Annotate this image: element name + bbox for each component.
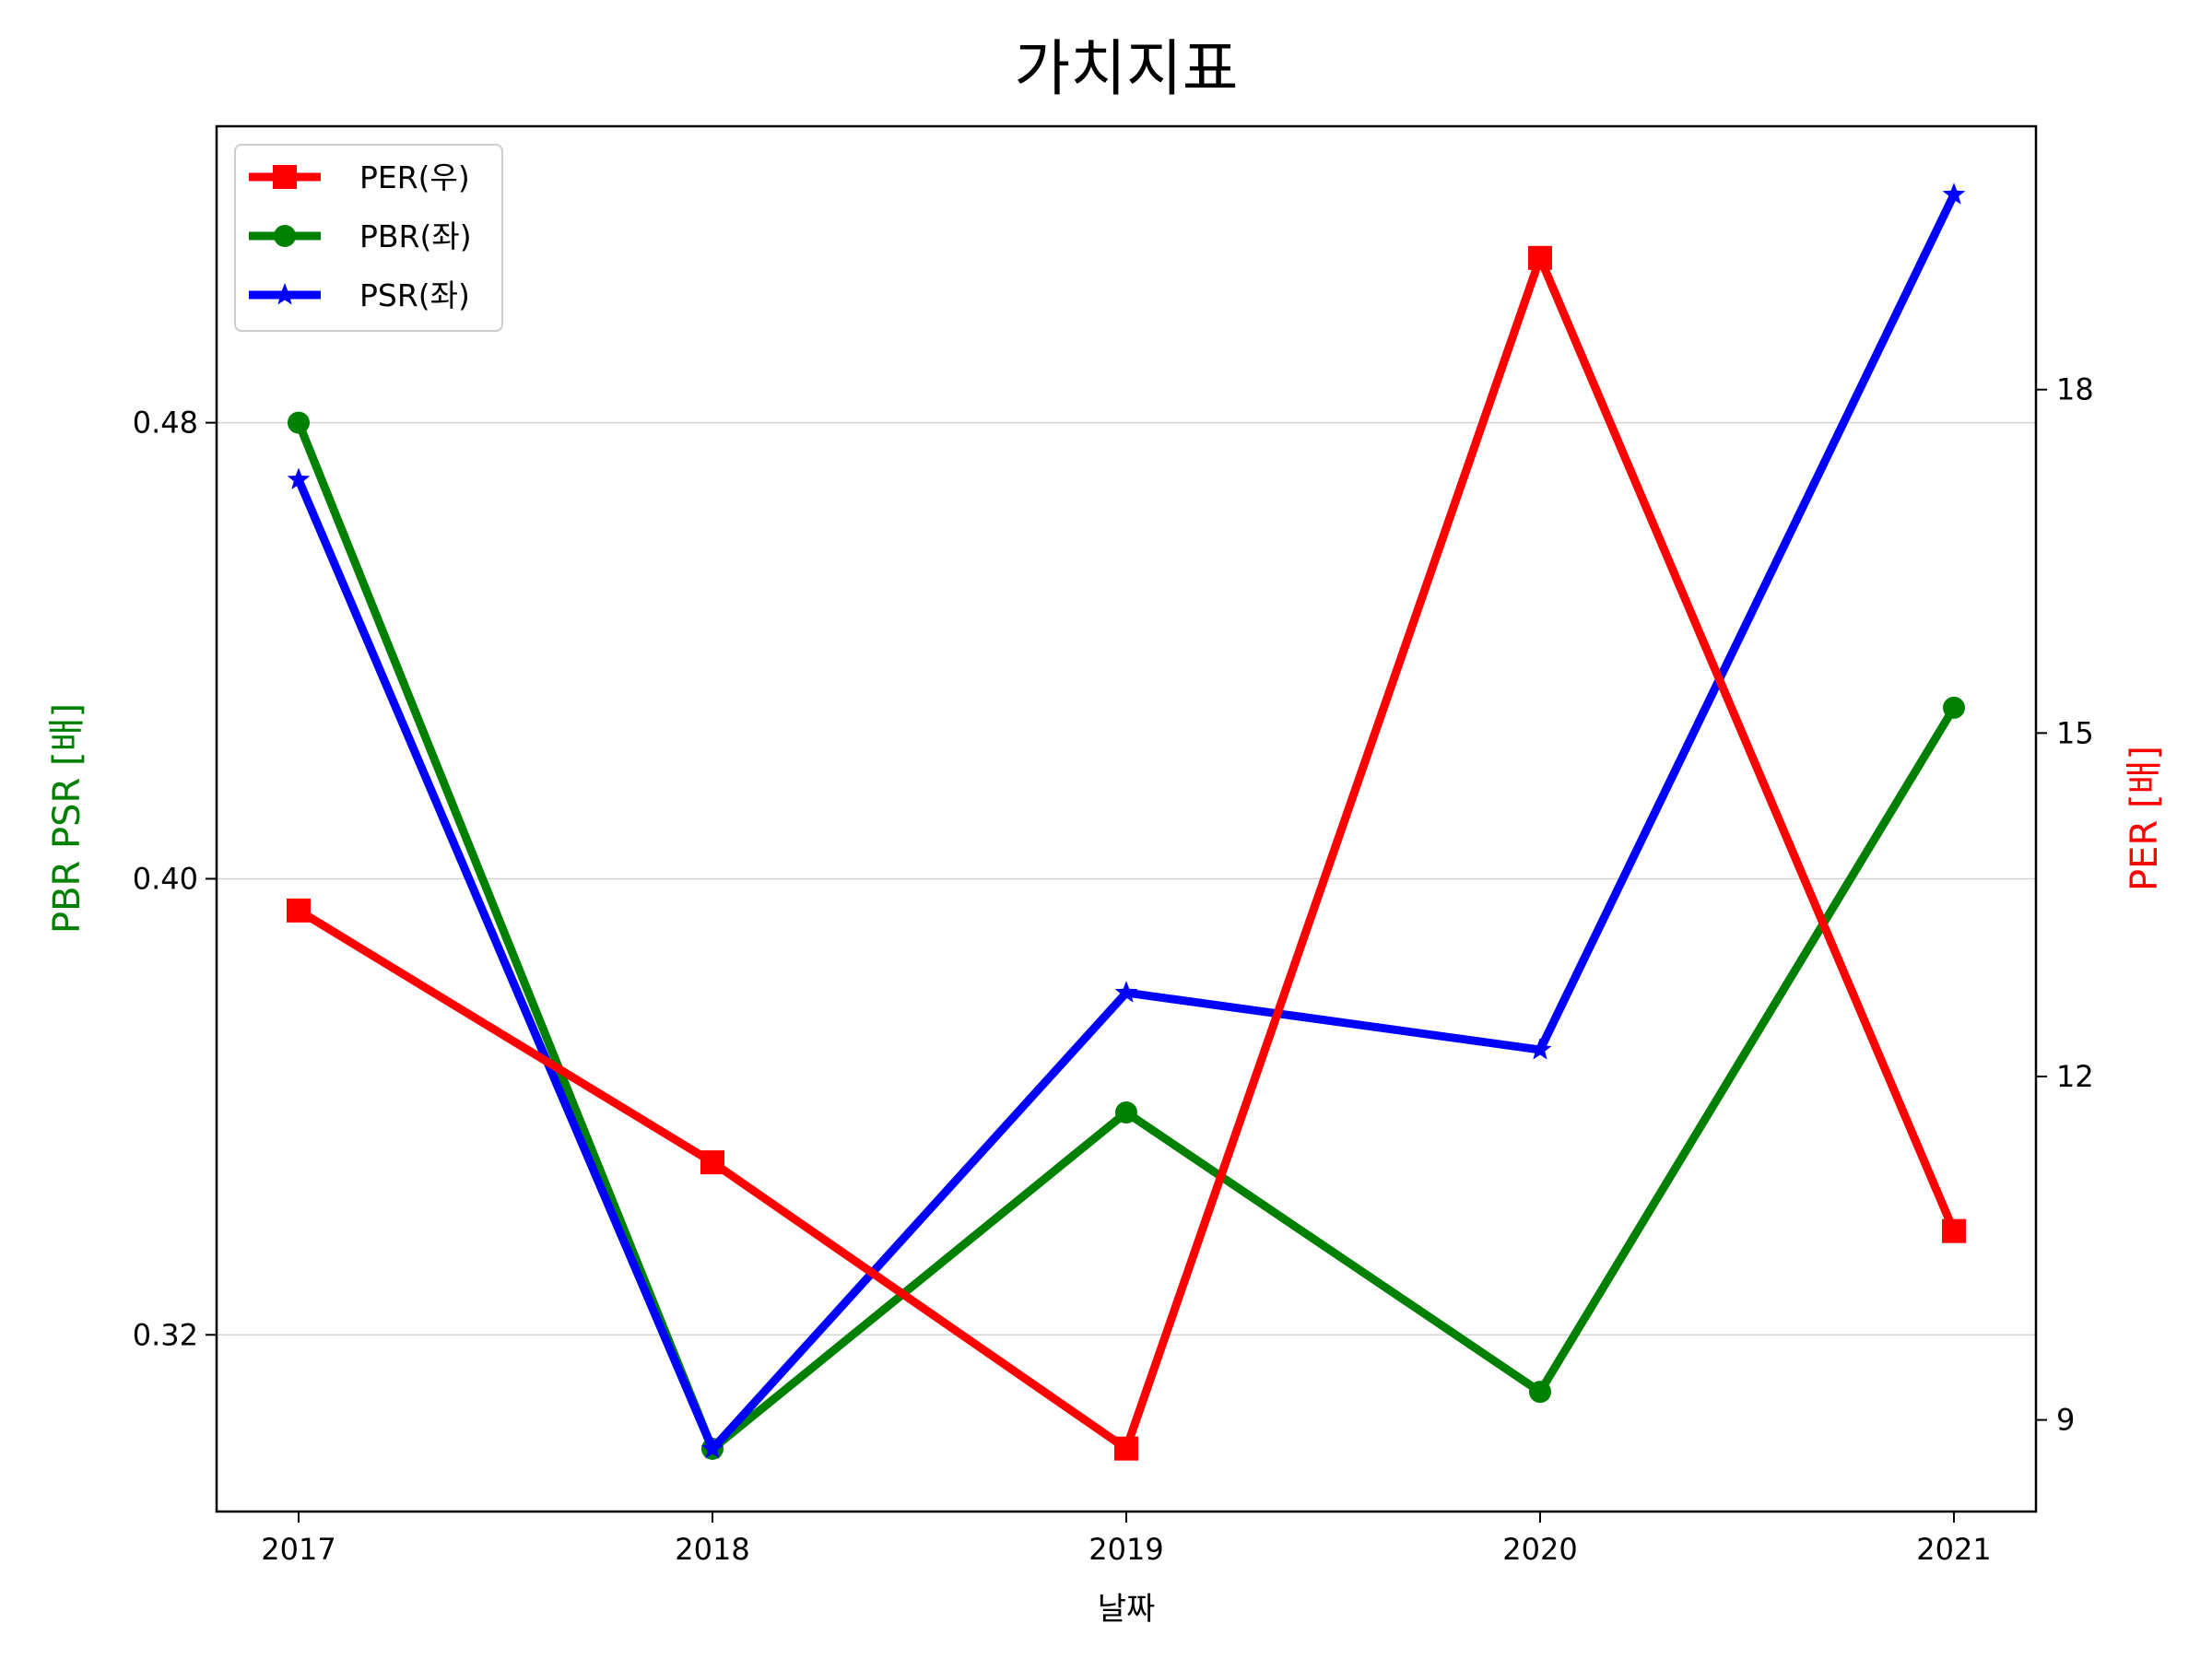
plot-series: [287, 182, 1966, 1461]
legend-marker-pbr: [274, 225, 296, 247]
data-point-pbr: [1115, 1101, 1137, 1124]
y-axis-right-label: PER [배]: [2124, 746, 2166, 891]
data-point-psr: [1114, 981, 1138, 1003]
y-right-tick-label: 9: [2056, 1403, 2075, 1438]
data-point-psr: [700, 1436, 724, 1459]
legend-label-psr: PSR(좌): [359, 277, 470, 313]
legend-label-per: PER(우): [359, 159, 470, 195]
data-point-psr: [1942, 182, 1966, 205]
x-tick-label: 2021: [1916, 1532, 1991, 1567]
data-point-per: [700, 1150, 724, 1175]
x-tick-label: 2018: [675, 1532, 749, 1567]
legend-label-pbr: PBR(좌): [359, 218, 472, 254]
data-point-psr: [1528, 1038, 1552, 1060]
y-axis-left-label: PBR PSR [배]: [46, 703, 88, 934]
data-point-per: [1942, 1218, 1966, 1243]
x-tick-label: 2020: [1502, 1532, 1577, 1567]
x-tick-label: 2019: [1088, 1532, 1163, 1567]
y-left-tick-label: 0.48: [133, 406, 198, 441]
y-right-tick-label: 12: [2056, 1059, 2094, 1094]
legend: PER(우) PBR(좌) PSR(좌): [234, 144, 503, 332]
chart-title: 가치지표: [1015, 33, 1239, 104]
y-axis-right: 9 12 15 18: [2036, 372, 2094, 1438]
x-tick-label: 2017: [261, 1532, 335, 1567]
data-point-per: [1528, 245, 1552, 270]
series-per: [287, 245, 1966, 1461]
data-point-pbr: [1943, 696, 1965, 719]
legend-box: [234, 144, 503, 332]
y-axis-left: 0.32 0.40 0.48: [133, 406, 217, 1352]
y-left-tick-label: 0.40: [133, 861, 198, 896]
data-point-pbr: [1529, 1381, 1551, 1404]
legend-marker-per: [273, 165, 297, 189]
x-axis: 2017 2018 2019 2020 2021: [261, 1512, 1992, 1567]
series-psr: [287, 182, 1966, 1459]
data-point-pbr: [288, 411, 310, 434]
y-left-tick-label: 0.32: [133, 1317, 198, 1352]
legend-marker-psr: [273, 283, 297, 305]
y-right-tick-label: 18: [2056, 372, 2094, 407]
data-point-per: [1114, 1436, 1138, 1461]
x-axis-label: 날짜: [1098, 1591, 1156, 1628]
grid-lines: [217, 421, 2036, 1336]
data-point-per: [287, 898, 311, 923]
data-point-psr: [287, 467, 311, 489]
y-right-tick-label: 15: [2056, 715, 2094, 750]
